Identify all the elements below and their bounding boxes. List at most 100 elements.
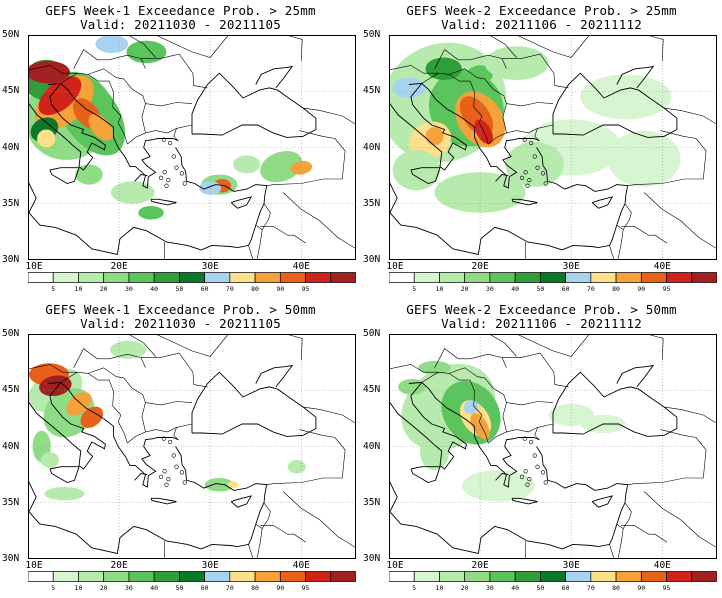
probability-shading xyxy=(392,149,441,191)
country-border xyxy=(261,203,271,230)
country-border xyxy=(261,502,271,529)
colorbar-label: 10 xyxy=(74,584,83,592)
country-border xyxy=(534,128,540,141)
colorbar-swatch xyxy=(514,571,541,582)
coastline xyxy=(389,381,467,470)
coastline xyxy=(389,181,563,255)
colorbar-label: 90 xyxy=(276,285,285,293)
coastline xyxy=(552,371,678,437)
country-border xyxy=(489,35,517,58)
colorbar-label: 5 xyxy=(412,584,417,592)
island xyxy=(162,469,167,474)
colorbar-label: 20 xyxy=(99,584,108,592)
coastline xyxy=(28,82,106,171)
island xyxy=(522,137,527,142)
coastline xyxy=(150,198,177,206)
colorbar-label: 10 xyxy=(435,285,444,293)
country-border xyxy=(389,364,439,373)
colorbar-label: 5 xyxy=(412,285,417,293)
colorbar-swatch xyxy=(464,571,491,582)
colorbar-swatch xyxy=(279,272,306,283)
colorbar-swatch xyxy=(540,272,566,283)
colorbar-swatch xyxy=(179,272,205,283)
island xyxy=(158,474,164,479)
latitude-label: 45N xyxy=(363,85,381,97)
longitude-label: 30E xyxy=(562,261,580,272)
coastline xyxy=(616,65,655,89)
probability-shading xyxy=(425,127,444,146)
latitude-label: 35N xyxy=(363,496,381,508)
colorbar-label: 50 xyxy=(175,285,184,293)
island xyxy=(168,439,173,445)
colorbar xyxy=(28,272,356,283)
colorbar-swatch xyxy=(489,571,516,582)
country-border xyxy=(248,245,254,260)
country-border xyxy=(609,245,615,260)
coastline xyxy=(230,495,253,508)
island xyxy=(523,170,528,175)
colorbar-swatch xyxy=(615,272,642,283)
island xyxy=(532,453,537,458)
island xyxy=(171,453,176,458)
colorbar-swatch xyxy=(389,571,415,582)
island xyxy=(179,470,185,475)
colorbar-swatch xyxy=(204,571,231,582)
country-border xyxy=(282,192,356,250)
colorbar-label: 10 xyxy=(435,584,444,592)
colorbar-label: 60 xyxy=(561,584,570,592)
coastline xyxy=(495,473,509,481)
country-border xyxy=(145,102,193,107)
coastline xyxy=(591,196,614,209)
colorbar-swatch xyxy=(691,571,717,582)
country-border xyxy=(141,352,208,388)
probability-shading xyxy=(392,77,426,98)
latitude-label: 50N xyxy=(363,29,381,40)
colorbar-swatch xyxy=(330,272,356,283)
country-border xyxy=(260,226,307,244)
colorbar-swatch xyxy=(413,272,440,283)
coastline xyxy=(28,181,202,255)
coastline xyxy=(28,381,106,470)
map-panel-2: GEFS Week-2 Exceedance Prob. > 25mm Valid… xyxy=(361,0,722,299)
colorbar-swatch xyxy=(78,571,105,582)
probability-shading xyxy=(233,155,261,174)
probability-shading xyxy=(398,379,426,395)
country-border xyxy=(145,423,193,433)
colorbar-label: 5 xyxy=(51,285,56,293)
colorbar-label: 10 xyxy=(74,285,83,293)
country-border xyxy=(28,65,78,74)
country-border xyxy=(145,401,193,406)
country-border xyxy=(266,130,346,186)
island xyxy=(166,477,171,482)
latitude-label: 40N xyxy=(2,141,20,153)
latitude-label: 30N xyxy=(363,254,381,265)
island xyxy=(171,154,176,159)
longitude-label: 40E xyxy=(292,261,310,272)
colorbar-swatch xyxy=(305,272,332,283)
colorbar-swatch xyxy=(389,272,415,283)
coastline xyxy=(28,480,202,554)
coastline xyxy=(511,198,538,206)
latitude-label: 30N xyxy=(2,254,20,265)
coastline xyxy=(49,167,80,184)
island xyxy=(540,171,546,176)
longitude-label: 20E xyxy=(471,261,489,272)
panel-valid-dates: Valid: 20211106 - 20211112 xyxy=(441,17,642,32)
country-border xyxy=(609,544,615,559)
colorbar-label: 70 xyxy=(225,285,234,293)
colorbar-label: 90 xyxy=(637,584,646,592)
country-border xyxy=(255,224,263,260)
probability-shading xyxy=(607,130,681,187)
colorbar xyxy=(389,571,717,582)
island xyxy=(166,178,171,183)
coastline xyxy=(552,72,678,138)
country-border xyxy=(506,102,554,107)
coastline xyxy=(255,65,294,89)
colorbar-label: 80 xyxy=(612,584,620,592)
country-border xyxy=(627,130,707,186)
island xyxy=(532,154,537,159)
island xyxy=(164,183,169,188)
colorbar-label: 30 xyxy=(486,584,494,592)
colorbar-label: 40 xyxy=(150,285,159,293)
coastline xyxy=(191,72,317,138)
